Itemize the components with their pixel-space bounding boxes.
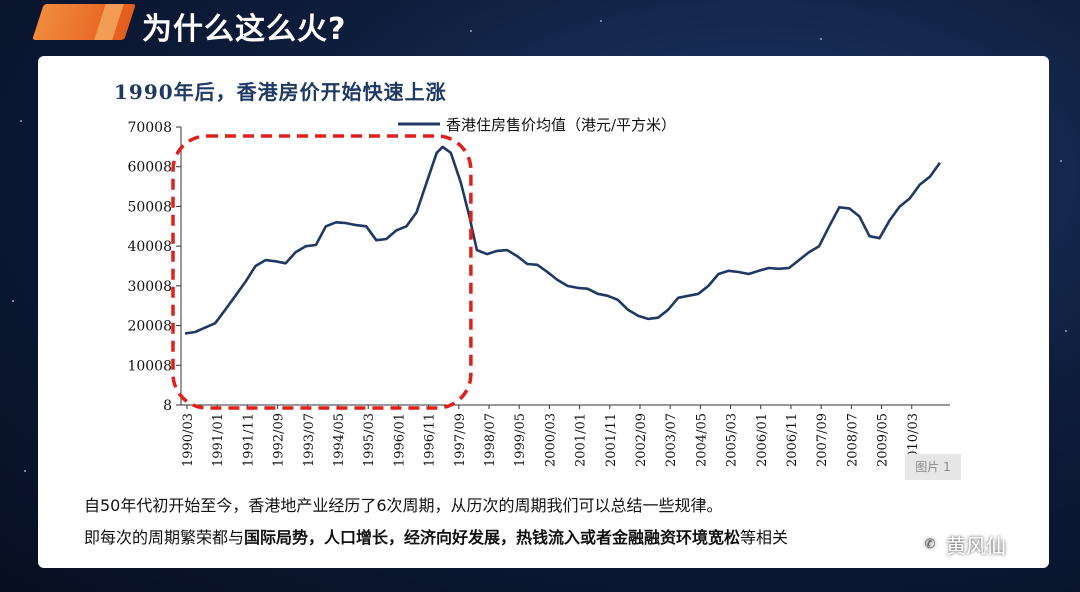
y-tick-label: 60008: [127, 160, 172, 176]
x-tick-label: 1993/07: [302, 413, 317, 467]
note-line-2: 即每次的周期繁荣都与国际局势，人口增长，经济向好发展，热钱流入或者金融融资环境宽…: [84, 524, 788, 548]
star: [470, 30, 472, 32]
x-tick-label: 2002/09: [634, 413, 649, 467]
x-tick-label: 1996/01: [392, 413, 407, 467]
legend-label: 香港住房售价均值（港元/平方米）: [446, 116, 676, 134]
note-line-2-prefix: 即每次的周期繁荣都与: [84, 528, 245, 547]
note-line-1: 自50年代初开始至今，香港地产业经历了6次周期，从历次的周期我们可以总结一些规律…: [84, 496, 723, 515]
y-tick-label: 8: [163, 398, 172, 414]
star: [1065, 330, 1067, 332]
watermark-name: 黄风仙: [946, 534, 1006, 558]
wechat-icon: ✆: [918, 532, 942, 557]
star: [600, 20, 602, 22]
y-tick-label: 20008: [127, 319, 172, 335]
x-tick-label: 2000/03: [543, 413, 558, 467]
star: [820, 38, 822, 40]
image-badge: 图片 1: [905, 454, 961, 480]
star: [1060, 160, 1062, 162]
note-line-2-suffix: 等相关: [740, 528, 789, 547]
note-line-2-bold: 国际局势，人口增长，经济向好发展，热钱流入或者金融融资环境宽松: [244, 528, 741, 547]
x-tick-label: 2007/09: [815, 413, 830, 467]
content-card: [38, 56, 1049, 568]
x-tick-label: 2006/11: [785, 413, 800, 467]
x-tick-label: 2004/05: [694, 413, 709, 467]
x-tick-label: 1997/09: [453, 413, 468, 467]
y-tick-label: 70008: [127, 120, 172, 136]
star: [12, 300, 14, 302]
star: [20, 120, 22, 122]
y-tick-label: 10008: [127, 358, 172, 374]
x-tick-label: 1998/07: [483, 413, 498, 467]
x-tick-label: 1991/11: [241, 413, 256, 467]
y-tick-label: 40008: [127, 239, 172, 255]
x-tick-label: 1991/01: [211, 413, 226, 467]
x-tick-label: 1994/05: [332, 413, 347, 467]
x-tick-label: 2001/01: [574, 413, 589, 467]
highlight-box: [171, 134, 473, 410]
series-line: [184, 145, 941, 335]
x-tick-label: 1999/05: [513, 413, 528, 467]
x-tick-label: 2003/07: [664, 413, 679, 467]
x-tick-label: 1992/09: [272, 413, 287, 467]
y-tick-label: 50008: [127, 199, 172, 215]
x-tick-label: 2005/03: [725, 413, 740, 467]
x-tick-label: 2006/01: [755, 413, 770, 467]
x-tick-label: 1995/03: [362, 413, 377, 467]
star: [24, 470, 26, 472]
slide-title: 为什么这么火?: [142, 12, 347, 47]
x-tick-label: 2008/07: [845, 413, 860, 467]
x-tick-label: 2009/05: [876, 413, 891, 467]
x-tick-label: 1996/11: [423, 413, 438, 467]
x-tick-label: 1990/03: [181, 413, 196, 467]
watermark: ✆ 黄风仙: [918, 530, 1006, 559]
chart-title: 1990年后，香港房价开始快速上涨: [114, 80, 447, 104]
x-tick-label: 2001/11: [604, 413, 619, 467]
y-tick-label: 30008: [127, 279, 172, 295]
x-tick-label: 2010/03: [906, 413, 921, 467]
